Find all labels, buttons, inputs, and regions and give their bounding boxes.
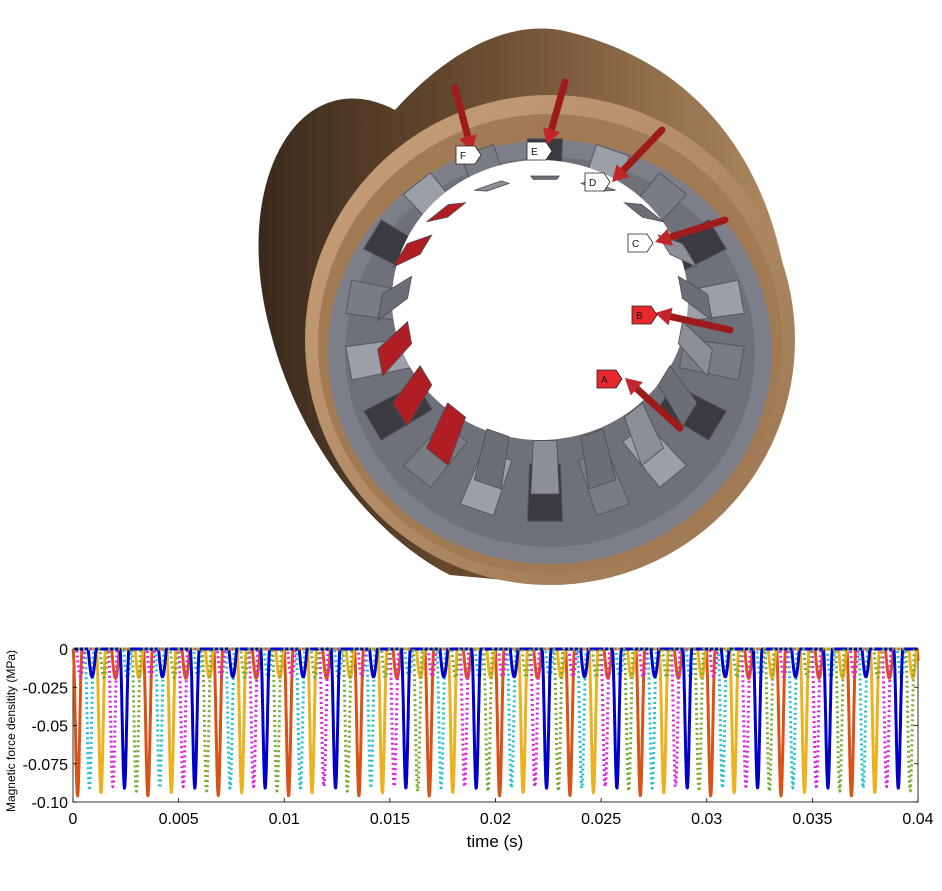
stator-tooth-face bbox=[530, 440, 560, 495]
x-tick-label: 0.025 bbox=[581, 811, 621, 828]
stator-tooth-face bbox=[677, 320, 713, 377]
tooth-label-f: F bbox=[455, 145, 482, 165]
y-tick-label: -0.10 bbox=[32, 795, 69, 812]
series-line bbox=[71, 647, 920, 793]
force-density-chart: 0 0.005 0.01 0.015 0.02 0.025 0.03 0.035 0.04 0-… bbox=[4, 642, 934, 851]
stator-teeth-front bbox=[377, 175, 713, 495]
tooth-label-text: B bbox=[636, 311, 643, 322]
tooth-label-c: C bbox=[627, 233, 654, 253]
force-arrow-head bbox=[542, 127, 561, 145]
force-arrow-shaft bbox=[666, 216, 729, 241]
tooth-label-box bbox=[627, 233, 654, 253]
x-tick-label: 0.035 bbox=[792, 811, 832, 828]
x-tick-label: 0.02 bbox=[480, 811, 511, 828]
tooth-label-box bbox=[631, 305, 658, 325]
force-arrow-shaft bbox=[633, 385, 684, 432]
x-axis-ticks: 0 0.005 0.01 0.015 0.02 0.025 0.03 0.035 0.04 bbox=[69, 798, 934, 828]
motor-model: A B C D E F bbox=[258, 28, 795, 585]
tooth-label-b: B bbox=[631, 305, 658, 325]
stator-tooth-face bbox=[529, 175, 561, 180]
stator-tooth-face bbox=[473, 428, 510, 490]
stator-tooth-face bbox=[474, 180, 511, 192]
x-tick-label: 0.005 bbox=[159, 811, 199, 828]
force-arrow-shaft bbox=[547, 78, 569, 134]
force-arrow-shaft bbox=[667, 313, 734, 334]
tooth-label-text: F bbox=[460, 151, 466, 162]
tooth-label-d: D bbox=[584, 172, 611, 192]
tooth-label-text: D bbox=[589, 178, 596, 189]
force-arrow-shaft bbox=[451, 84, 472, 141]
stator-tooth-face bbox=[623, 402, 665, 467]
tooth-label-text: E bbox=[531, 147, 538, 158]
tooth-label-e: E bbox=[526, 141, 553, 161]
x-tick-label: 0 bbox=[69, 811, 78, 828]
x-axis-label: time (s) bbox=[467, 832, 524, 851]
highlighted-tooth bbox=[392, 364, 433, 428]
x-tick-label: 0.01 bbox=[269, 811, 300, 828]
force-arrow-head bbox=[612, 164, 630, 182]
force-arrow-head bbox=[625, 378, 643, 396]
x-tick-label: 0.04 bbox=[902, 811, 933, 828]
tooth-label-a: A bbox=[596, 369, 623, 389]
tooth-label-text: C bbox=[632, 239, 639, 250]
highlighted-tooth bbox=[391, 234, 433, 269]
stator-tooth-face bbox=[377, 275, 413, 322]
tooth-label-box bbox=[526, 141, 553, 161]
stator-tooth-face bbox=[677, 275, 713, 322]
force-arrow-head bbox=[655, 307, 673, 326]
series-layer bbox=[71, 647, 920, 798]
y-tick-label: 0 bbox=[59, 642, 68, 659]
tooth-label-box bbox=[584, 172, 611, 192]
force-arrow-head bbox=[655, 228, 673, 246]
highlighted-tooth bbox=[426, 202, 467, 223]
y-tick-label: -0.075 bbox=[23, 757, 68, 774]
x-tick-label: 0.03 bbox=[691, 811, 722, 828]
tooth-label-text: A bbox=[601, 375, 608, 386]
y-axis-ticks: 0 -0.025 -0.05 -0.075 -0.10 bbox=[23, 642, 918, 812]
stator-tooth-face bbox=[623, 202, 664, 223]
highlighted-tooth bbox=[425, 402, 467, 467]
stator-tooth-face bbox=[580, 428, 617, 490]
y-axis-label: Magnetic force densitity (MPa) bbox=[4, 650, 18, 812]
x-tick-label: 0.015 bbox=[370, 811, 410, 828]
force-arrows: A B C D E F bbox=[451, 78, 734, 432]
force-arrow-shaft bbox=[619, 126, 666, 174]
tooth-label-box bbox=[455, 145, 482, 165]
highlighted-tooth bbox=[377, 320, 413, 377]
y-tick-label: -0.025 bbox=[23, 680, 68, 697]
y-tick-label: -0.05 bbox=[32, 719, 69, 736]
tooth-label-box bbox=[596, 369, 623, 389]
